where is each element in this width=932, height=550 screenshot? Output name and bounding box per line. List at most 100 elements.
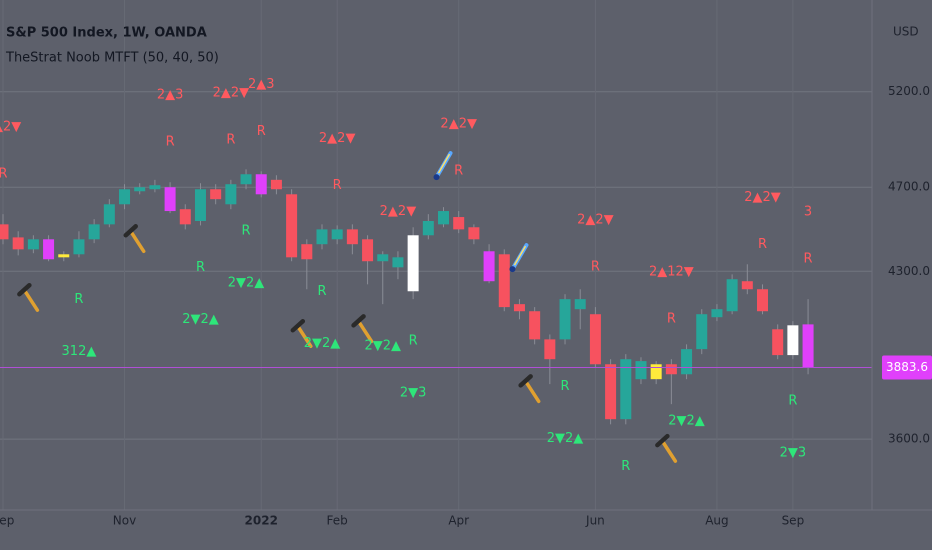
candle-body [0, 224, 9, 240]
signal-label-above: R [591, 260, 600, 275]
candle-body [665, 364, 677, 375]
chart-title: S&P 500 Index, 1W, OANDA [6, 26, 207, 41]
candle-body [255, 174, 267, 195]
star-icon [433, 151, 453, 181]
candle-body [453, 217, 465, 230]
candle-body [149, 185, 161, 190]
hammer-head [123, 224, 138, 238]
signal-label-above: R [226, 132, 235, 147]
signal-label-below: 2▼3 [400, 386, 427, 401]
y-tick-label: 4700.0 [888, 180, 930, 194]
hammer-handle [660, 439, 678, 463]
candle-body [392, 257, 404, 268]
candle-body [422, 221, 434, 236]
candle-body [377, 254, 389, 262]
hammer-handle [22, 288, 40, 312]
signal-label-below: 312▲ [62, 344, 97, 359]
candle-body [316, 229, 328, 245]
signal-label-below: R [561, 379, 570, 394]
y-tick-label: 5200.0 [888, 84, 930, 98]
candle-body [240, 174, 252, 185]
candle-body [346, 229, 358, 245]
hammer-head [290, 318, 306, 333]
candle-body [407, 235, 419, 292]
signal-label-above: 2▲2▼ [319, 131, 356, 146]
candle-body [544, 339, 556, 360]
signal-label-above: 2▲3 [157, 88, 184, 103]
candle-body [362, 239, 374, 262]
candle-body [513, 304, 525, 312]
candle-body [711, 309, 723, 318]
currency-label: USD [893, 25, 919, 39]
candle-body [635, 361, 647, 380]
signal-label-below: R [242, 224, 251, 239]
candle-body [468, 227, 480, 240]
signal-label-below: R [788, 394, 797, 409]
star-tail-core [513, 245, 527, 266]
candle-body [757, 289, 768, 312]
indicator-name: TheStrat Noob MTFT (50, 40, 50) [5, 51, 219, 66]
candle-body [210, 189, 222, 200]
signal-label-below: 2▼2▲ [182, 312, 219, 327]
signal-label-above: R [454, 164, 463, 179]
candle-body [58, 254, 70, 258]
candle-body [726, 279, 738, 312]
candle-body [225, 184, 237, 205]
y-tick-label: 4300.0 [888, 264, 930, 278]
hammer-icon [351, 314, 374, 344]
signal-label-below: 2▼2▲ [228, 276, 265, 291]
candle-body [574, 299, 586, 310]
candle-body [103, 204, 115, 225]
grid [0, 91, 872, 440]
x-tick-label: Aug [705, 514, 728, 528]
candle-body [741, 281, 753, 290]
x-tick-label: Feb [327, 514, 348, 528]
hammer-handle [296, 324, 313, 348]
signal-label-above: 2▲2▼ [440, 117, 477, 132]
x-tick-label: 2022 [245, 514, 278, 528]
star-tail-core [437, 153, 451, 174]
candle-body [681, 349, 693, 375]
signal-label-above: 2▲12▼ [649, 265, 694, 280]
candle-body [88, 224, 100, 240]
signal-label-above: R [333, 178, 342, 193]
hammer-icon [123, 224, 146, 254]
candle-body [772, 329, 784, 356]
candle-body [286, 194, 298, 258]
signal-label-above: 2▲2▼ [213, 85, 250, 100]
signal-label-below: R [409, 334, 418, 349]
hammer-icon [518, 374, 541, 404]
signal-label-above: 2▲3 [248, 77, 275, 92]
candle-body [483, 251, 495, 282]
signal-label-below: 2▼2▲ [304, 336, 341, 351]
hammer-handle [356, 319, 374, 344]
candle-body [498, 254, 510, 308]
candle-body [620, 359, 632, 420]
signal-label-above: R [257, 124, 266, 139]
x-tick-label: Jun [585, 514, 605, 528]
last-price-box [882, 355, 932, 380]
candle-body [605, 364, 617, 420]
hammer-icon [17, 282, 40, 312]
candle-body [802, 324, 814, 368]
candle-body [650, 364, 662, 380]
signal-label-below: 2▼2▲ [668, 414, 705, 429]
candle-body [164, 187, 176, 212]
candle-body [12, 237, 24, 250]
candle-body [27, 239, 39, 250]
signal-label-below: R [621, 459, 630, 474]
signal-label-above: 2▲2▼ [0, 120, 21, 135]
hammer-handle [128, 229, 146, 254]
hammer-head [518, 374, 533, 388]
candle-body [179, 209, 191, 225]
y-tick-label: 3600.0 [888, 432, 930, 446]
signal-label-above: R [667, 312, 676, 327]
x-tick-label: Sep [782, 514, 805, 528]
signal-label-above: R [804, 252, 813, 267]
candle-body [194, 189, 206, 222]
hammer-icon [655, 433, 678, 463]
candle-body [787, 325, 799, 356]
plot: R 2▲2▼ R 312▲ R 2▲3 R 2▼2▲ R 2▲2▼ R 2▼2▲ R 2▲3 R 2▼2▲ R 2… [0, 77, 872, 474]
